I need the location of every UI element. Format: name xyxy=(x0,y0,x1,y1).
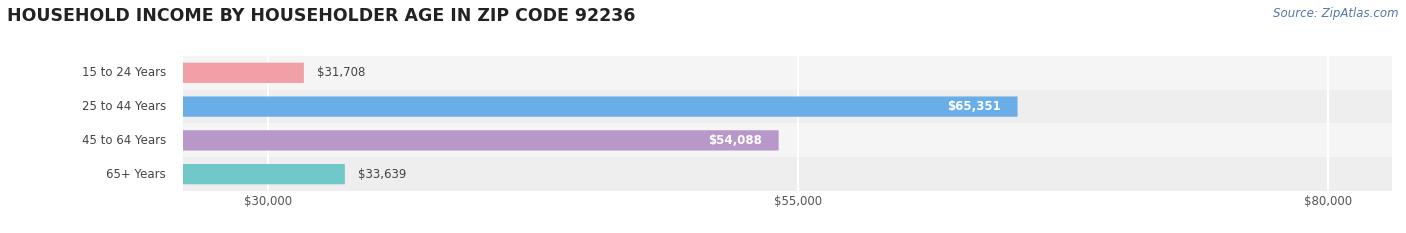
Bar xyxy=(183,90,1392,123)
FancyBboxPatch shape xyxy=(183,96,1018,117)
FancyBboxPatch shape xyxy=(183,63,304,83)
Text: $31,708: $31,708 xyxy=(316,66,366,79)
Text: 65+ Years: 65+ Years xyxy=(105,168,166,181)
Text: 25 to 44 Years: 25 to 44 Years xyxy=(82,100,166,113)
Bar xyxy=(183,157,1392,191)
Bar xyxy=(183,123,1392,157)
Text: $54,088: $54,088 xyxy=(707,134,762,147)
Text: Source: ZipAtlas.com: Source: ZipAtlas.com xyxy=(1274,7,1399,20)
Text: $33,639: $33,639 xyxy=(357,168,406,181)
Text: 45 to 64 Years: 45 to 64 Years xyxy=(82,134,166,147)
Text: 15 to 24 Years: 15 to 24 Years xyxy=(82,66,166,79)
Bar xyxy=(183,56,1392,90)
FancyBboxPatch shape xyxy=(183,130,779,151)
Text: HOUSEHOLD INCOME BY HOUSEHOLDER AGE IN ZIP CODE 92236: HOUSEHOLD INCOME BY HOUSEHOLDER AGE IN Z… xyxy=(7,7,636,25)
Text: $65,351: $65,351 xyxy=(946,100,1001,113)
FancyBboxPatch shape xyxy=(183,164,344,184)
